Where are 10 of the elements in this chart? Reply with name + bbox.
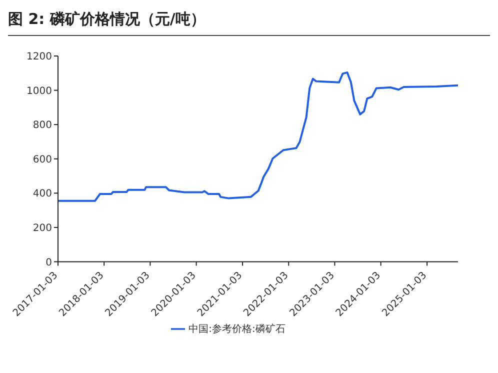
- chart-title: 图 2: 磷矿价格情况（元/吨）: [8, 8, 490, 36]
- y-tick-label: 1000: [26, 86, 52, 97]
- legend-label: 中国:参考价格:磷矿石: [188, 324, 286, 335]
- line-series: [58, 71, 458, 202]
- y-tick-label: 400: [32, 188, 52, 200]
- y-tick-label: 800: [32, 120, 52, 132]
- y-tick-label: 200: [32, 222, 52, 234]
- y-tick-label: 600: [32, 154, 52, 166]
- y-tick-label: 0: [46, 257, 52, 268]
- y-tick-label: 1200: [26, 52, 52, 63]
